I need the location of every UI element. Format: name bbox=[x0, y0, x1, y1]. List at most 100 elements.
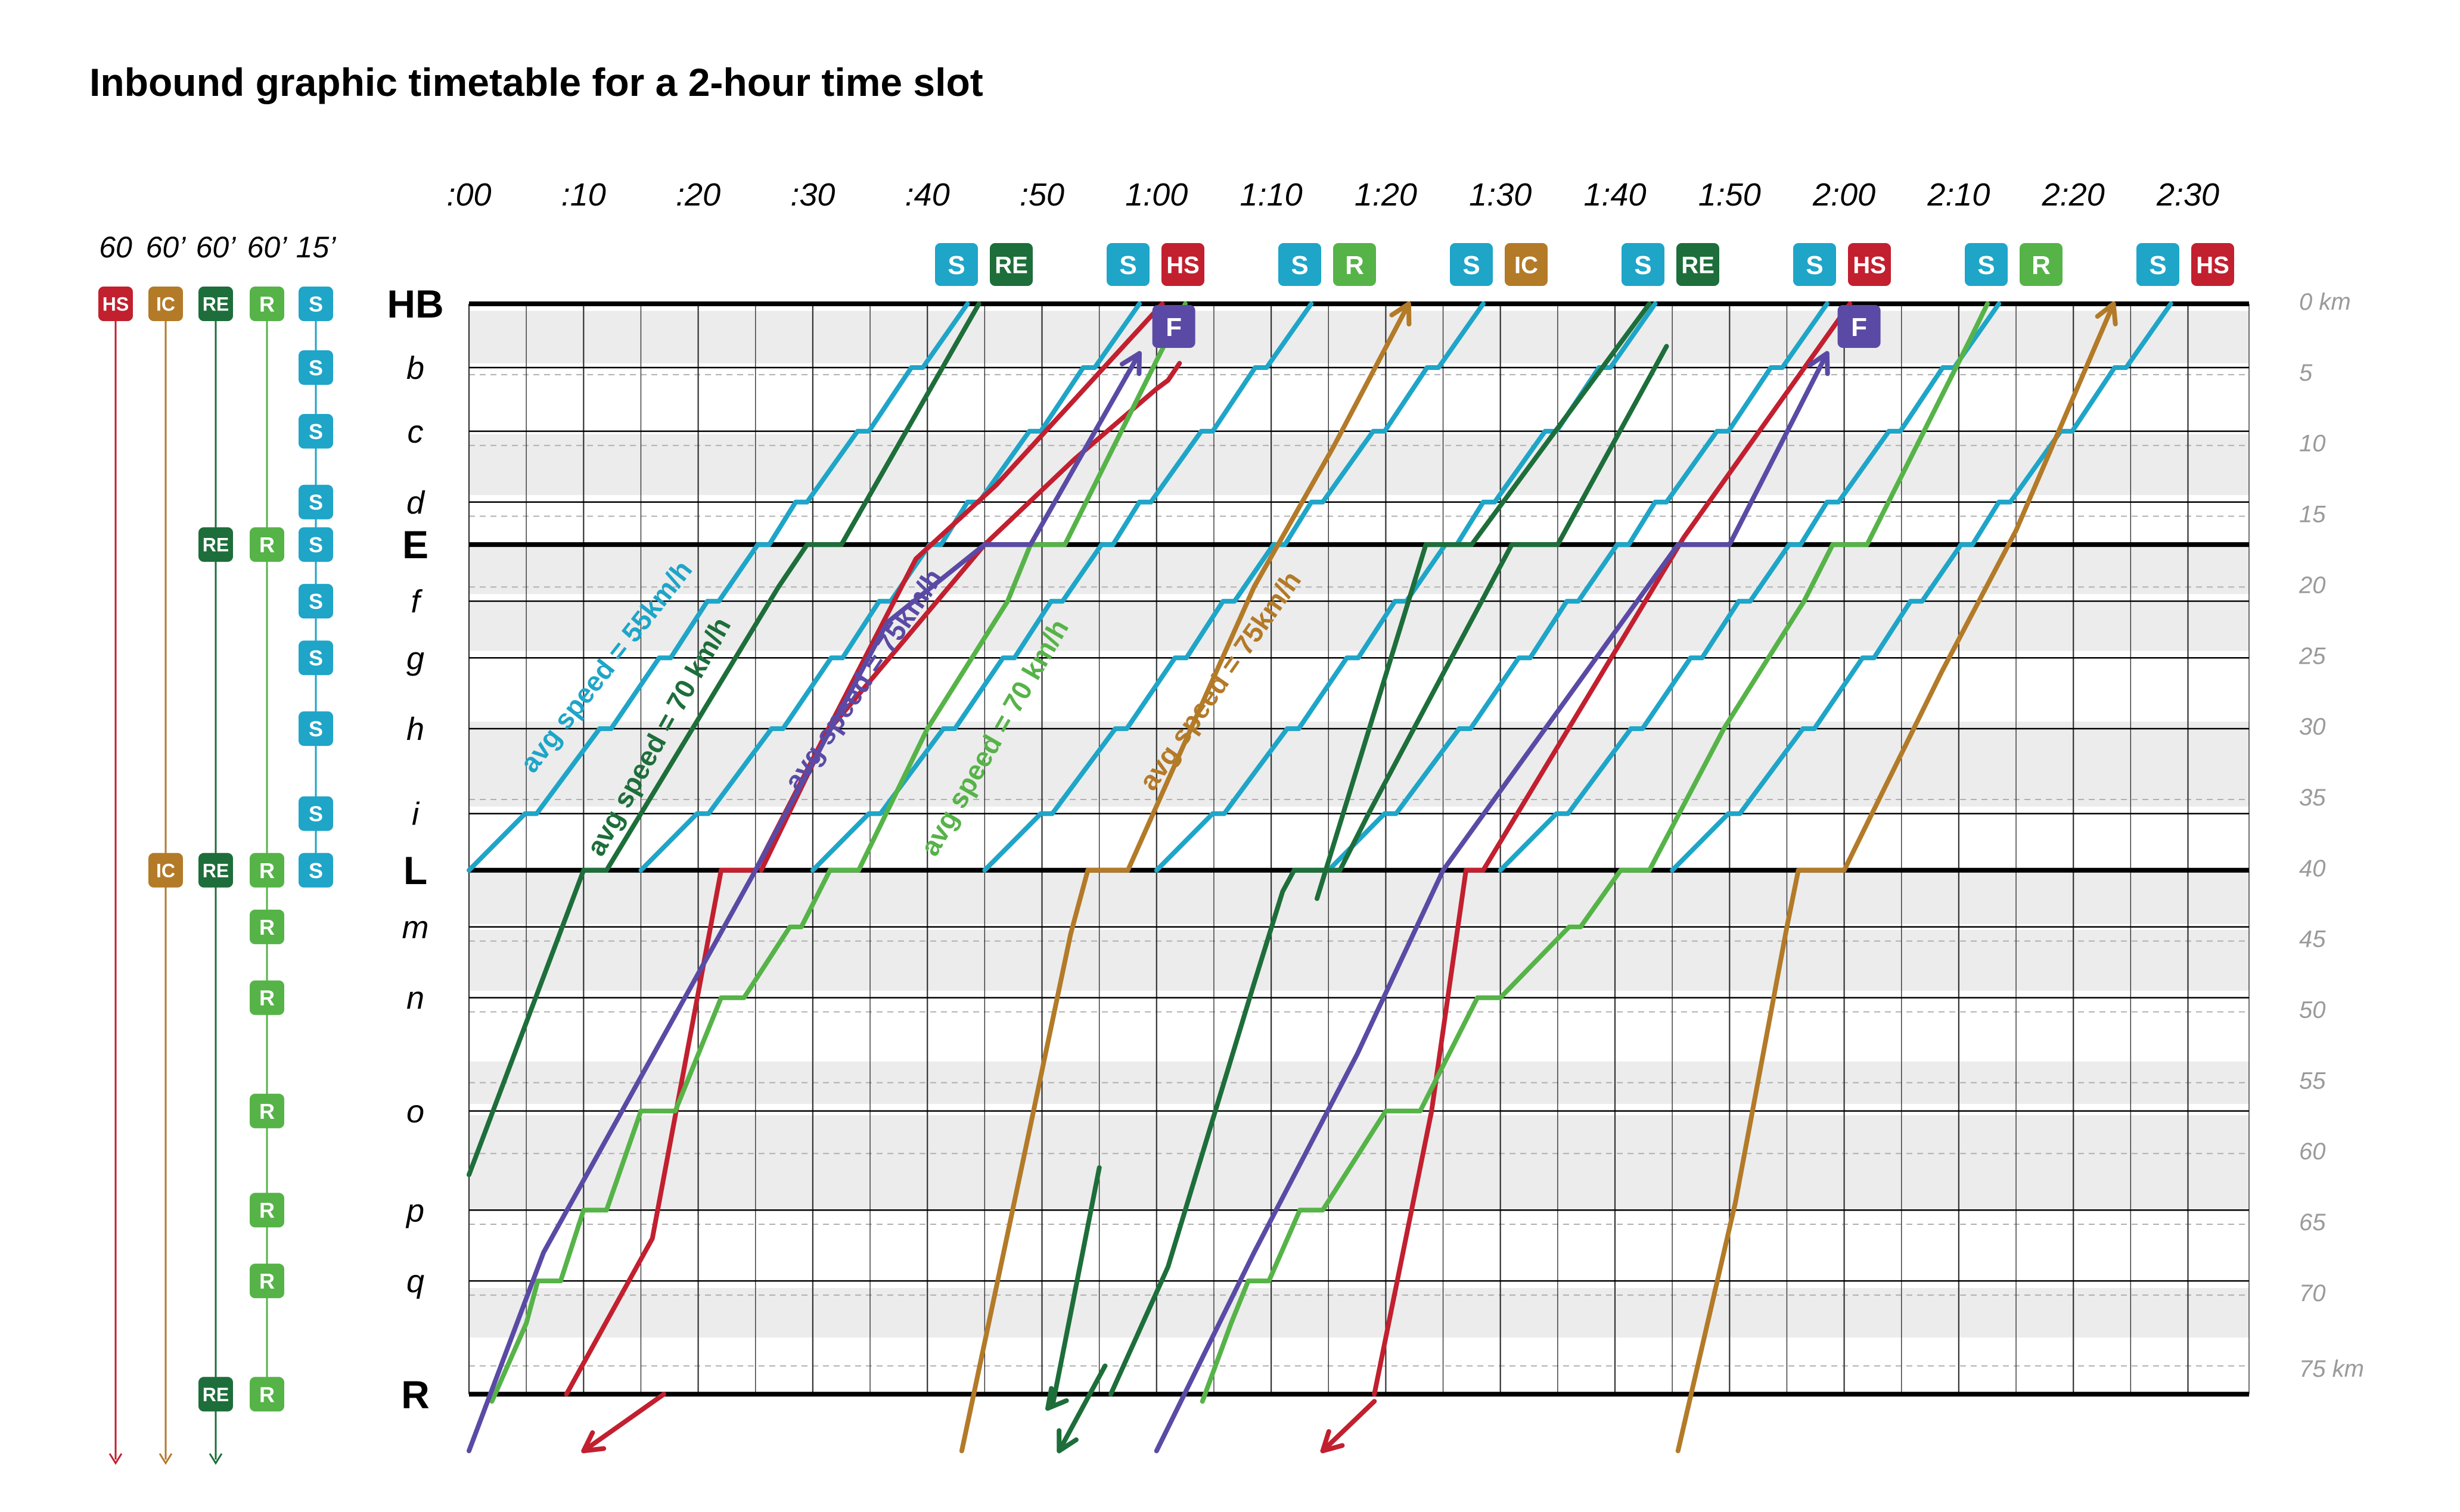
arrow-head-icon bbox=[1807, 351, 1830, 377]
svg-text:S: S bbox=[309, 802, 323, 826]
km-label: 10 bbox=[2299, 431, 2326, 457]
km-label: 50 bbox=[2299, 997, 2326, 1023]
time-axis: :00:10:20:30:40:50 1:00 1:10 1:20 1:30 1:40 1:… bbox=[446, 177, 2219, 213]
page-title: Inbound graphic timetable for a 2-hour t… bbox=[89, 60, 983, 104]
legend-badge-r: R bbox=[250, 527, 284, 562]
legend-badge-s: S bbox=[299, 853, 333, 888]
legend-badge-r: R bbox=[250, 1193, 284, 1228]
s-train-path bbox=[982, 301, 1486, 873]
station-label: i bbox=[412, 797, 420, 832]
departure-badge-s: S bbox=[2136, 243, 2179, 286]
time-label: 1:30 bbox=[1469, 177, 1532, 213]
departure-badge-r: R bbox=[1333, 243, 1376, 286]
svg-text:S: S bbox=[1462, 251, 1480, 280]
svg-text:IC: IC bbox=[1514, 252, 1538, 278]
departure-badge-re: RE bbox=[990, 243, 1033, 286]
re-train-path bbox=[467, 301, 981, 1177]
station-label: d bbox=[406, 485, 425, 521]
station-label: HB bbox=[387, 282, 443, 326]
time-label: 2:10 bbox=[1927, 177, 1990, 213]
svg-text:S: S bbox=[1291, 251, 1308, 280]
re-train-path bbox=[1315, 301, 1652, 901]
svg-text:RE: RE bbox=[995, 252, 1028, 278]
departure-badge-s: S bbox=[1450, 243, 1493, 286]
station-lines bbox=[469, 301, 2249, 1397]
legend-badge-r: R bbox=[250, 909, 284, 944]
legend-badge-r: R bbox=[250, 853, 284, 888]
arrow-down-icon bbox=[108, 1453, 123, 1465]
legend-badge-s: S bbox=[299, 413, 333, 449]
s-train-path bbox=[1326, 301, 1830, 873]
time-label: :00 bbox=[446, 177, 491, 213]
svg-text:R: R bbox=[259, 986, 275, 1010]
svg-text:S: S bbox=[309, 646, 323, 670]
svg-text:RE: RE bbox=[203, 294, 229, 315]
arrow-head-icon bbox=[1389, 301, 1412, 326]
legend-badge-s: S bbox=[299, 527, 333, 562]
station-label: R bbox=[401, 1372, 430, 1416]
km-label: 30 bbox=[2299, 714, 2326, 740]
service-frequency: 60 bbox=[99, 231, 132, 264]
station-label: L bbox=[403, 848, 427, 892]
svg-text:S: S bbox=[309, 533, 323, 557]
km-label: 60 bbox=[2299, 1138, 2326, 1165]
departure-badge-s: S bbox=[1965, 243, 2008, 286]
re-train-path bbox=[1057, 1363, 1108, 1454]
svg-text:RE: RE bbox=[203, 860, 229, 881]
time-label: :20 bbox=[676, 177, 720, 213]
km-label: 45 bbox=[2299, 926, 2326, 953]
station-label: h bbox=[406, 711, 424, 747]
station-label: f bbox=[411, 584, 423, 620]
km-label: 5 bbox=[2299, 360, 2313, 386]
svg-text:F: F bbox=[1851, 313, 1867, 342]
departure-badge-s: S bbox=[935, 243, 978, 286]
arrow-down-icon bbox=[159, 1453, 173, 1465]
service-frequency: 60’ bbox=[247, 231, 288, 264]
r-train-path bbox=[489, 301, 1188, 1404]
departure-badge-s: S bbox=[1622, 243, 1664, 286]
hs-train-path bbox=[581, 1392, 666, 1454]
legend-badge-r: R bbox=[250, 1264, 284, 1299]
s-train-path bbox=[1670, 301, 2173, 873]
legend-badge-s: S bbox=[299, 711, 333, 746]
arrow-head-icon bbox=[1120, 351, 1142, 377]
departure-badge-ic: IC bbox=[1505, 243, 1548, 286]
station-label: q bbox=[406, 1264, 424, 1299]
arrow-head-icon bbox=[1057, 1428, 1079, 1454]
svg-text:S: S bbox=[1977, 251, 1995, 280]
legend-badge-re: RE bbox=[198, 287, 233, 321]
km-label: 70 bbox=[2299, 1280, 2326, 1306]
km-label: 35 bbox=[2299, 785, 2326, 811]
freight-badge: F bbox=[1152, 305, 1195, 349]
km-label: 75 km bbox=[2299, 1356, 2364, 1382]
svg-text:IC: IC bbox=[156, 294, 175, 315]
legend-badge-s: S bbox=[299, 484, 333, 519]
departure-badge-s: S bbox=[1793, 243, 1836, 286]
svg-text:HS: HS bbox=[1853, 252, 1886, 278]
time-label: 1:40 bbox=[1583, 177, 1646, 213]
departure-badge-re: RE bbox=[1676, 243, 1719, 286]
distance-band bbox=[469, 1288, 2249, 1338]
svg-text:HS: HS bbox=[2196, 252, 2229, 278]
distance-band bbox=[469, 1115, 2249, 1211]
svg-text:S: S bbox=[309, 589, 323, 614]
legend-badge-r: R bbox=[250, 1377, 284, 1412]
svg-text:S: S bbox=[309, 858, 323, 883]
station-label: E bbox=[402, 522, 428, 567]
service-legend: 60 60’ 60’ 60’ 15’HS ICICRERERERERRRRRRRRRSSS… bbox=[98, 231, 336, 1465]
legend-badge-ic: IC bbox=[148, 287, 183, 321]
legend-badge-r: R bbox=[250, 287, 284, 321]
legend-badge-r: R bbox=[250, 1093, 284, 1128]
departure-badge-s: S bbox=[1278, 243, 1321, 286]
time-label: 2:20 bbox=[2042, 177, 2105, 213]
legend-badge-s: S bbox=[299, 350, 333, 385]
time-label: 1:10 bbox=[1240, 177, 1303, 213]
s-train-path bbox=[1498, 301, 2002, 873]
freight-badge: F bbox=[1837, 305, 1881, 349]
time-label: 1:50 bbox=[1698, 177, 1761, 213]
svg-text:RE: RE bbox=[1681, 252, 1714, 278]
freight-train-path bbox=[467, 351, 1142, 1454]
svg-text:R: R bbox=[259, 292, 275, 316]
